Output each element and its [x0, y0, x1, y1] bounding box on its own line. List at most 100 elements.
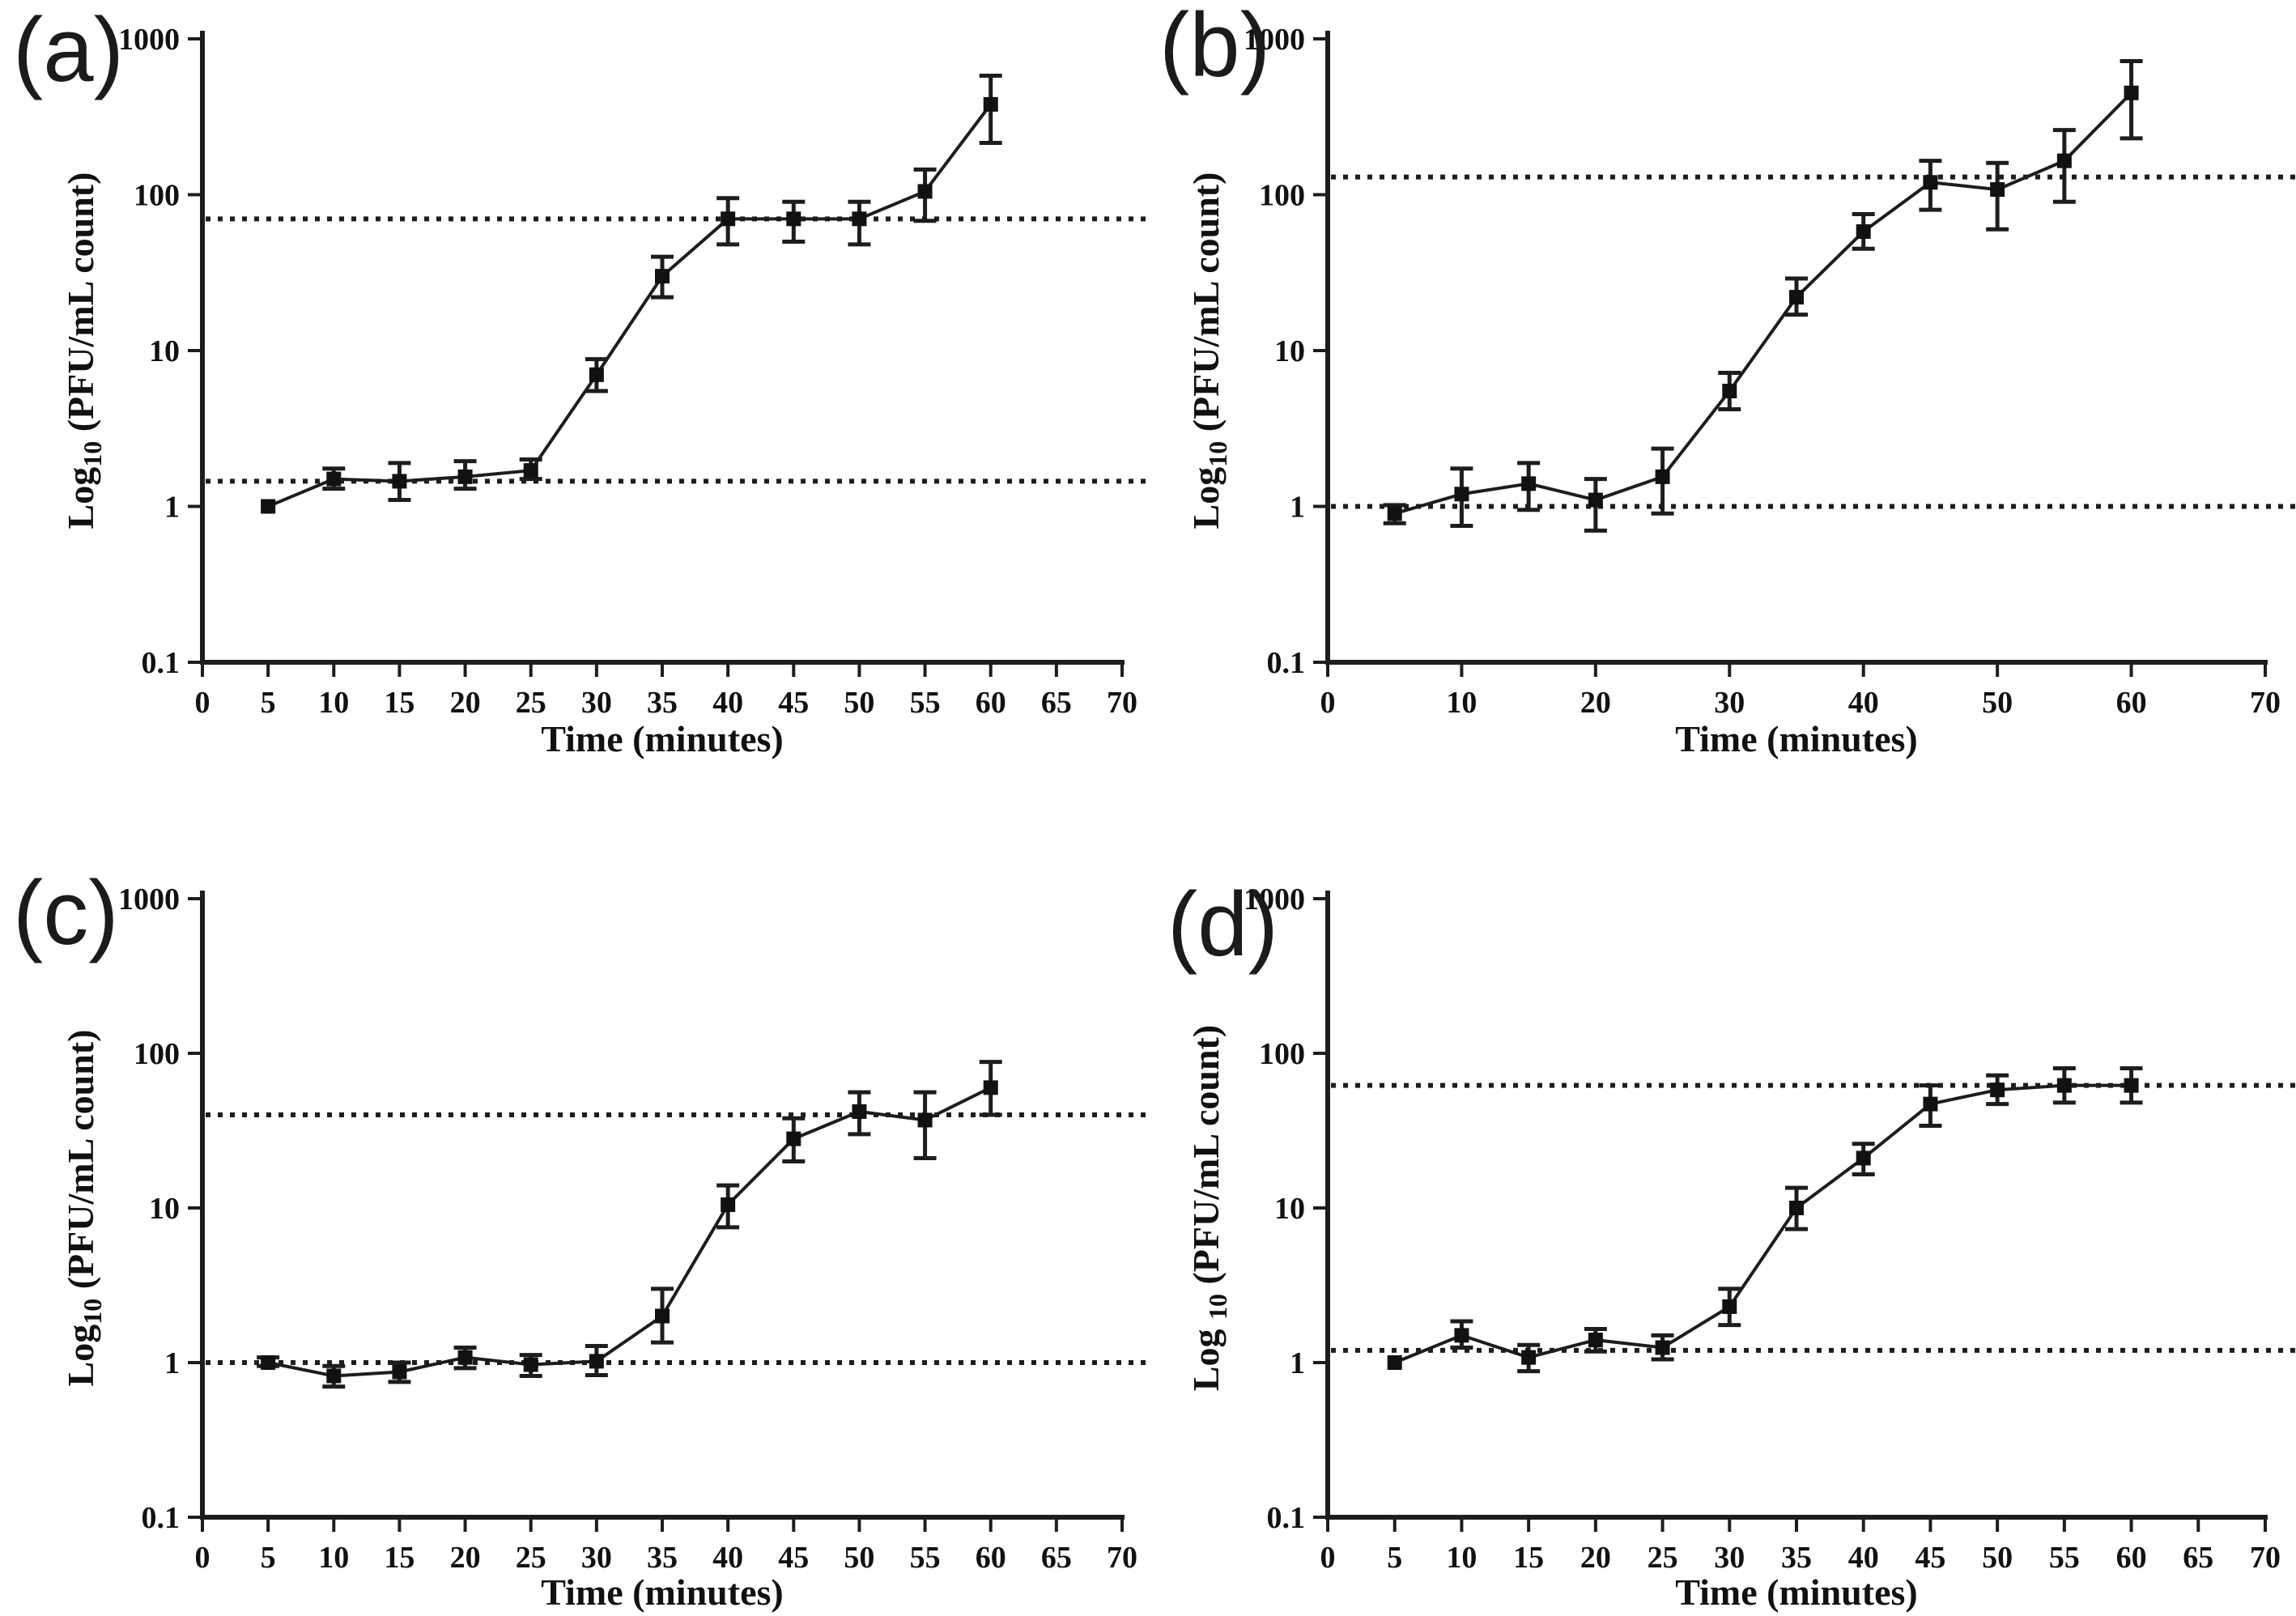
data-point-marker: [852, 211, 867, 227]
x-tick-label: 50: [844, 1541, 874, 1575]
series-line: [1393, 1083, 2132, 1364]
data-point-marker: [786, 1131, 801, 1146]
x-tick-label: 10: [318, 686, 349, 720]
y-tick-label: 100: [1259, 179, 1305, 213]
data-point-marker: [1655, 1340, 1670, 1355]
y-axis-label-d: Log 10 (PFU/mL count): [1185, 1024, 1233, 1392]
x-tick-label: 35: [647, 686, 678, 720]
data-point-marker: [1521, 476, 1537, 491]
data-point-marker: [1923, 175, 1938, 190]
x-tick-label: 0: [195, 1541, 210, 1575]
y-axis-ticks: 0.1 1 10 100 1000: [118, 23, 202, 680]
x-tick-label: 15: [1513, 1541, 1544, 1575]
ref-lines: [206, 1112, 1148, 1365]
data-point-marker: [2124, 85, 2139, 100]
x-tick-label: 5: [261, 686, 276, 720]
x-tick-label: 70: [2250, 686, 2281, 720]
y-axis-ticks: 0.1 1 10 100 1000: [118, 882, 202, 1535]
x-tick-label: 50: [844, 686, 874, 720]
x-axis-ticks: 0 10 20 30 40 50 60 70: [1320, 662, 2281, 720]
chart-d-svg: 0.1 1 10 100 1000 0 5 10 15 20 25 30 35 40 45 50 55 60 65 7…: [1244, 882, 2296, 1575]
x-tick-label: 55: [2049, 1541, 2080, 1575]
data-point-marker: [1856, 224, 1871, 240]
y-tick-label: 100: [134, 179, 180, 213]
data-point-marker: [983, 1080, 998, 1095]
data-point-marker: [1588, 492, 1603, 508]
data-point-marker: [1923, 1096, 1938, 1112]
y-axis-ticks: 0.1 1 10 100 1000: [1244, 23, 1328, 680]
x-tick-label: 20: [1580, 686, 1611, 720]
x-tick-label: 60: [976, 1541, 1006, 1575]
x-tick-label: 50: [1982, 686, 2013, 720]
x-tick-label: 55: [910, 686, 941, 720]
x-tick-label: 0: [195, 686, 210, 720]
data-point-marker: [1387, 1355, 1402, 1370]
panel-d: (d) 0.1 1 10 100 1000 0 5 10 15 20 25 30 35 40 45 50 55 6…: [1148, 808, 2296, 1616]
x-tick-label: 40: [1848, 1541, 1879, 1575]
x-tick-label: 60: [2116, 1541, 2147, 1575]
chart-b-svg: 0.1 1 10 100 1000 0 10 20 30 40 50 60 70: [1244, 23, 2296, 720]
x-tick-label: 30: [581, 686, 612, 720]
y-axis-label-b: Log10 (PFU/mL count): [1185, 172, 1233, 529]
data-point-marker: [1655, 469, 1670, 484]
y-tick-label: 0.1: [142, 1501, 181, 1535]
y-tick-label: 0.1: [1267, 646, 1306, 680]
chart-c-svg: 0.1 1 10 100 1000 0 5 10 15 20 25 30 35 40 45 50 55 60 65 7…: [118, 882, 1148, 1575]
data-point-marker: [2056, 1078, 2072, 1093]
x-tick-label: 30: [1714, 1541, 1745, 1575]
series: [267, 103, 993, 508]
data-point-marker: [392, 1364, 407, 1380]
panel-label-a: (a): [13, 0, 124, 100]
x-tick-label: 15: [384, 1541, 415, 1575]
y-tick-label: 1: [1290, 1346, 1305, 1380]
data-point-marker: [326, 1368, 342, 1384]
y-axis-ticks: 0.1 1 10 100 1000: [1244, 882, 1328, 1535]
series-line: [1394, 91, 2132, 516]
data-point-marker: [1722, 383, 1737, 398]
panel-a: (a) 0.1 1 10 100 1000 0 5 10 15 20 25 30 35 40 45 50 55 6…: [0, 0, 1148, 808]
x-tick-label: 50: [1982, 1541, 2013, 1575]
series: [267, 1086, 992, 1378]
data-point-marker: [2056, 153, 2072, 168]
panel-label-d: (d): [1167, 874, 1278, 975]
y-tick-label: 1: [1290, 491, 1305, 525]
x-tick-label: 30: [581, 1541, 612, 1575]
y-tick-label: 10: [1274, 334, 1305, 368]
series-line: [267, 103, 993, 508]
x-tick-label: 20: [450, 1541, 481, 1575]
x-axis-label-a: Time (minutes): [541, 718, 784, 759]
error-bars: [1383, 58, 2143, 533]
x-tick-label: 40: [712, 1541, 743, 1575]
data-point-marker: [261, 499, 276, 514]
data-point-marker: [392, 474, 407, 489]
data-point-marker: [326, 471, 342, 487]
y-tick-label: 10: [1274, 1192, 1305, 1226]
series: [1394, 91, 2132, 516]
panel-label-b: (b): [1159, 0, 1270, 96]
x-axis-label-b: Time (minutes): [1675, 718, 1918, 759]
axes: [1325, 31, 2268, 665]
x-tick-label: 20: [450, 686, 481, 720]
x-axis-label-d: Time (minutes): [1675, 1571, 1918, 1613]
x-tick-label: 15: [384, 686, 415, 720]
data-point-marker: [457, 1350, 473, 1365]
y-tick-label: 1: [164, 491, 180, 525]
x-tick-label: 20: [1580, 1541, 1611, 1575]
x-tick-label: 5: [261, 1541, 276, 1575]
x-tick-label: 25: [1648, 1541, 1678, 1575]
data-point-marker: [589, 367, 604, 382]
x-tick-label: 30: [1714, 686, 1745, 720]
x-tick-label: 0: [1320, 686, 1336, 720]
data-point-marker: [721, 211, 736, 227]
ref-lines: [1331, 1082, 2296, 1353]
data-point-marker: [983, 96, 998, 112]
axes: [200, 891, 1125, 1520]
data-points: [1387, 85, 2139, 521]
data-point-marker: [1387, 506, 1402, 521]
x-tick-label: 0: [1320, 1541, 1336, 1575]
data-point-marker: [1454, 487, 1469, 502]
data-point-marker: [523, 1357, 538, 1372]
x-tick-label: 60: [2116, 686, 2147, 720]
panel-b: (b) 0.1 1 10 100 1000 0 10 20 30 40 50 60 70 Log10 (…: [1148, 0, 2296, 808]
data-point-marker: [917, 184, 933, 199]
